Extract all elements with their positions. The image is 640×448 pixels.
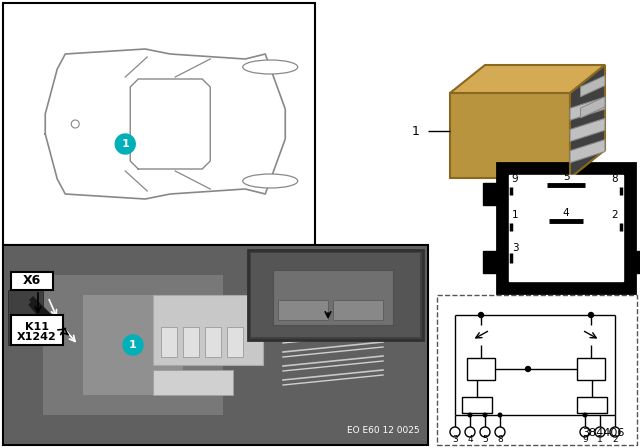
Bar <box>161 327 177 357</box>
Polygon shape <box>570 118 605 142</box>
Bar <box>633 251 640 273</box>
Text: 8: 8 <box>497 435 503 444</box>
Circle shape <box>479 313 483 318</box>
Text: EO E60 12 0025: EO E60 12 0025 <box>348 426 420 435</box>
Bar <box>183 327 199 357</box>
Text: 1: 1 <box>597 435 603 444</box>
Text: 3: 3 <box>512 243 518 253</box>
Text: 2: 2 <box>612 210 618 220</box>
Bar <box>3 3 315 245</box>
Text: 1: 1 <box>412 125 420 138</box>
Bar <box>3 245 428 445</box>
Text: 3: 3 <box>452 435 458 444</box>
Text: 4: 4 <box>467 435 473 444</box>
Text: 5: 5 <box>482 435 488 444</box>
Text: 2: 2 <box>612 435 618 444</box>
Bar <box>205 327 221 357</box>
Circle shape <box>115 134 135 154</box>
Circle shape <box>495 427 505 437</box>
Bar <box>227 327 243 357</box>
Circle shape <box>595 427 605 437</box>
Polygon shape <box>580 76 605 97</box>
Bar <box>278 300 328 320</box>
Bar <box>509 175 623 281</box>
Circle shape <box>582 413 588 418</box>
Circle shape <box>580 427 590 437</box>
Circle shape <box>450 427 460 437</box>
Circle shape <box>525 366 531 371</box>
Bar <box>248 250 423 340</box>
Bar <box>462 397 492 413</box>
Circle shape <box>610 427 620 437</box>
Polygon shape <box>570 65 605 178</box>
Bar <box>467 358 495 380</box>
Bar <box>153 295 263 365</box>
Text: 1: 1 <box>129 340 137 350</box>
Circle shape <box>497 413 502 418</box>
Polygon shape <box>570 97 605 120</box>
Bar <box>251 253 420 337</box>
Bar <box>4 246 427 444</box>
Polygon shape <box>580 97 605 118</box>
Bar <box>11 272 53 290</box>
Bar <box>483 183 499 205</box>
Bar <box>577 358 605 380</box>
Text: 9: 9 <box>582 435 588 444</box>
Text: 384406: 384406 <box>582 428 625 438</box>
Ellipse shape <box>243 60 298 74</box>
Bar <box>8 290 43 345</box>
Circle shape <box>589 313 593 318</box>
Bar <box>577 397 607 413</box>
Circle shape <box>465 427 475 437</box>
Bar <box>497 163 635 293</box>
Text: X1242: X1242 <box>17 332 57 342</box>
Text: 4: 4 <box>563 208 570 218</box>
Polygon shape <box>450 65 605 93</box>
Text: 1: 1 <box>122 139 129 149</box>
Bar <box>437 295 637 445</box>
Circle shape <box>123 335 143 355</box>
Text: 1: 1 <box>512 210 518 220</box>
Bar <box>43 275 223 415</box>
Text: K11: K11 <box>25 322 49 332</box>
Bar <box>83 295 183 395</box>
Text: 5: 5 <box>563 172 570 182</box>
Polygon shape <box>450 93 570 178</box>
Polygon shape <box>570 139 605 163</box>
Ellipse shape <box>243 174 298 188</box>
Circle shape <box>71 120 79 128</box>
Text: 9: 9 <box>512 174 518 184</box>
Circle shape <box>480 427 490 437</box>
Text: X6: X6 <box>23 275 41 288</box>
Bar <box>483 251 499 273</box>
Bar <box>333 300 383 320</box>
Text: 8: 8 <box>612 174 618 184</box>
Bar <box>273 270 393 325</box>
Circle shape <box>483 413 488 418</box>
Bar <box>153 370 233 395</box>
Circle shape <box>467 413 472 418</box>
Bar <box>11 315 63 345</box>
